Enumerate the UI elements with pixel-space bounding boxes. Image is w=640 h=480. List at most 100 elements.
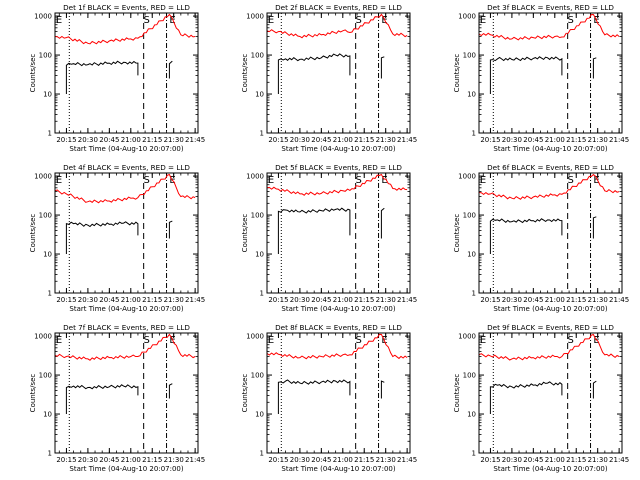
x-tick-label: 21:45	[609, 296, 629, 304]
x-axis-title: Start Time (04-Aug-10 20:07:00)	[69, 305, 183, 313]
y-tick-label: 1000	[34, 173, 52, 181]
x-tick-label: 21:00	[545, 456, 565, 464]
events-series-line	[65, 60, 139, 94]
y-tick-label: 1000	[246, 333, 264, 341]
x-tick-label: 21:00	[545, 296, 565, 304]
x-axis-title: Start Time (04-Aug-10 20:07:00)	[69, 465, 183, 473]
y-tick-label: 100	[463, 52, 476, 60]
y-tick-label: 100	[39, 52, 52, 60]
x-tick-label: 20:30	[78, 296, 98, 304]
x-axis-title: Start Time (04-Aug-10 20:07:00)	[69, 145, 183, 153]
panel-title: Det 3f BLACK = Events, RED = LLD	[487, 3, 614, 12]
x-tick-label: 20:45	[311, 296, 331, 304]
y-tick-label: 10	[255, 411, 264, 419]
lld-series-line	[266, 173, 408, 196]
events-series-line	[168, 60, 173, 79]
x-tick-label: 21:30	[376, 456, 396, 464]
x-tick-label: 21:00	[333, 456, 353, 464]
x-tick-label: 20:30	[502, 136, 522, 144]
y-tick-label: 10	[467, 251, 476, 259]
y-tick-label: 1000	[34, 13, 52, 21]
y-tick-label: 10	[255, 251, 264, 259]
panel-title: Det 5f BLACK = Events, RED = LLD	[275, 163, 402, 172]
y-axis-title: Counts/sec	[241, 54, 249, 93]
x-tick-label: 21:00	[333, 136, 353, 144]
plot-frame	[266, 172, 411, 294]
marker-label-s: S	[143, 175, 149, 186]
y-tick-label: 100	[251, 212, 264, 220]
y-tick-label: 1	[472, 130, 476, 138]
y-tick-label: 100	[463, 212, 476, 220]
events-series-line	[592, 380, 597, 399]
x-tick-label: 21:30	[376, 296, 396, 304]
panel-title: Det 4f BLACK = Events, RED = LLD	[63, 163, 190, 172]
x-axis-title: Start Time (04-Aug-10 20:07:00)	[281, 305, 395, 313]
x-tick-label: 21:15	[354, 296, 374, 304]
marker-label-s: S	[567, 175, 573, 186]
y-tick-label: 1	[472, 290, 476, 298]
x-axis-title: Start Time (04-Aug-10 20:07:00)	[281, 145, 395, 153]
marker-label-s: S	[143, 335, 149, 346]
x-tick-label: 20:45	[523, 296, 543, 304]
panel-title: Det 1f BLACK = Events, RED = LLD	[63, 3, 190, 12]
lld-series-line	[54, 13, 196, 45]
x-tick-label: 21:45	[609, 456, 629, 464]
y-tick-label: 10	[43, 411, 52, 419]
x-tick-label: 21:15	[354, 456, 374, 464]
x-tick-label: 21:30	[376, 136, 396, 144]
y-axis-title: Counts/sec	[241, 374, 249, 413]
x-tick-label: 20:15	[268, 456, 288, 464]
marker-label-s: S	[355, 175, 361, 186]
y-axis-title: Counts/sec	[453, 374, 461, 413]
x-tick-label: 20:15	[56, 136, 76, 144]
events-series-line	[65, 221, 139, 254]
lld-series-line	[478, 333, 620, 361]
lld-series-line	[478, 13, 620, 41]
x-tick-label: 21:30	[164, 296, 184, 304]
x-tick-label: 21:30	[164, 456, 184, 464]
events-series-line	[380, 380, 385, 399]
events-series-line	[489, 381, 563, 414]
lld-series-line	[266, 13, 408, 39]
events-series-line	[592, 57, 597, 79]
panel-det-6: Det 6f BLACK = Events, RED = LLD 1 10 100 10…	[453, 163, 629, 313]
marker-label-e: E	[480, 15, 486, 26]
y-tick-label: 1000	[458, 333, 476, 341]
panel-title: Det 8f BLACK = Events, RED = LLD	[275, 323, 402, 332]
x-tick-label: 20:15	[56, 456, 76, 464]
marker-label-e: E	[56, 15, 62, 26]
panel-det-5: Det 5f BLACK = Events, RED = LLD 1 10 100 10…	[241, 163, 417, 313]
x-tick-label: 21:45	[185, 456, 205, 464]
y-tick-label: 1000	[246, 13, 264, 21]
x-tick-label: 21:15	[142, 136, 162, 144]
marker-label-e: E	[381, 175, 387, 186]
x-tick-label: 21:15	[566, 136, 586, 144]
plot-frame	[478, 332, 623, 454]
x-axis-title: Start Time (04-Aug-10 20:07:00)	[493, 465, 607, 473]
y-tick-label: 100	[463, 372, 476, 380]
y-tick-label: 10	[255, 91, 264, 99]
x-tick-label: 20:45	[523, 136, 543, 144]
x-tick-label: 20:45	[311, 456, 331, 464]
x-tick-label: 21:45	[185, 296, 205, 304]
y-tick-label: 1000	[458, 173, 476, 181]
marker-label-e: E	[593, 175, 599, 186]
x-tick-label: 21:30	[164, 136, 184, 144]
lld-series-line	[266, 333, 408, 360]
panel-title: Det 6f BLACK = Events, RED = LLD	[487, 163, 614, 172]
events-series-line	[380, 56, 385, 79]
y-tick-label: 1	[260, 450, 264, 458]
panel-det-3: Det 3f BLACK = Events, RED = LLD 1 10 100 10…	[453, 3, 629, 153]
marker-label-e: E	[268, 175, 274, 186]
plot-frame	[266, 12, 411, 134]
plot-frame	[478, 12, 623, 134]
marker-label-s: S	[567, 15, 573, 26]
x-tick-label: 21:45	[609, 136, 629, 144]
marker-label-e: E	[268, 15, 274, 26]
x-tick-label: 21:15	[566, 456, 586, 464]
x-tick-label: 21:00	[121, 456, 141, 464]
marker-label-e: E	[480, 335, 486, 346]
x-tick-label: 20:45	[523, 456, 543, 464]
y-tick-label: 1	[260, 290, 264, 298]
y-tick-label: 10	[43, 91, 52, 99]
